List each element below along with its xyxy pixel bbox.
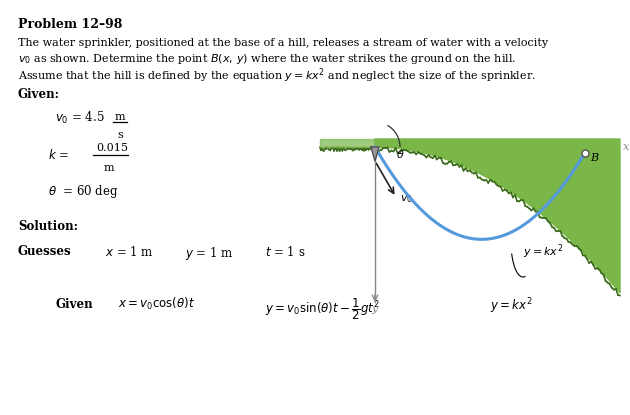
Text: Solution:: Solution: bbox=[18, 220, 78, 233]
Text: $y$ = 1 m: $y$ = 1 m bbox=[185, 245, 234, 262]
Text: $y = kx^2$: $y = kx^2$ bbox=[490, 296, 532, 315]
Text: m: m bbox=[104, 163, 115, 173]
Polygon shape bbox=[375, 139, 620, 293]
Text: $t$ = 1 s: $t$ = 1 s bbox=[265, 245, 306, 259]
Text: $\theta$  = 60 deg: $\theta$ = 60 deg bbox=[48, 183, 118, 200]
Text: y: y bbox=[372, 304, 378, 314]
Polygon shape bbox=[371, 147, 379, 161]
Text: Given:: Given: bbox=[18, 88, 60, 101]
Text: m: m bbox=[115, 112, 125, 122]
Text: Problem 12–98: Problem 12–98 bbox=[18, 18, 122, 31]
Text: $y= kx^2$: $y= kx^2$ bbox=[523, 243, 563, 261]
Text: $\theta$: $\theta$ bbox=[396, 148, 404, 160]
Text: $x = v_0\cos\!\left(\theta\right)t$: $x = v_0\cos\!\left(\theta\right)t$ bbox=[118, 296, 195, 312]
Text: B: B bbox=[590, 153, 598, 163]
Text: $y = v_0\sin\!\left(\theta\right)t - \dfrac{1}{2}gt^2$: $y = v_0\sin\!\left(\theta\right)t - \df… bbox=[265, 296, 380, 322]
Polygon shape bbox=[320, 139, 375, 147]
Polygon shape bbox=[375, 139, 620, 293]
Text: Assume that the hill is defined by the equation $y = kx^2$ and neglect the size : Assume that the hill is defined by the e… bbox=[18, 66, 536, 85]
Text: $v_0$: $v_0$ bbox=[400, 193, 413, 205]
Text: $v_0$ as shown. Determine the point $B(x,\,y)$ where the water strikes the groun: $v_0$ as shown. Determine the point $B(x… bbox=[18, 52, 516, 66]
Text: $x$ = 1 m: $x$ = 1 m bbox=[105, 245, 154, 259]
Text: Given: Given bbox=[55, 298, 93, 311]
Text: $v_0$ = 4.5: $v_0$ = 4.5 bbox=[55, 110, 105, 126]
Text: 0.015: 0.015 bbox=[96, 143, 128, 153]
Text: x: x bbox=[623, 142, 629, 152]
Text: The water sprinkler, positioned at the base of a hill, releases a stream of wate: The water sprinkler, positioned at the b… bbox=[18, 38, 548, 48]
Text: s: s bbox=[117, 130, 123, 140]
Text: Guesses: Guesses bbox=[18, 245, 72, 258]
Text: $k$ =: $k$ = bbox=[48, 148, 69, 162]
